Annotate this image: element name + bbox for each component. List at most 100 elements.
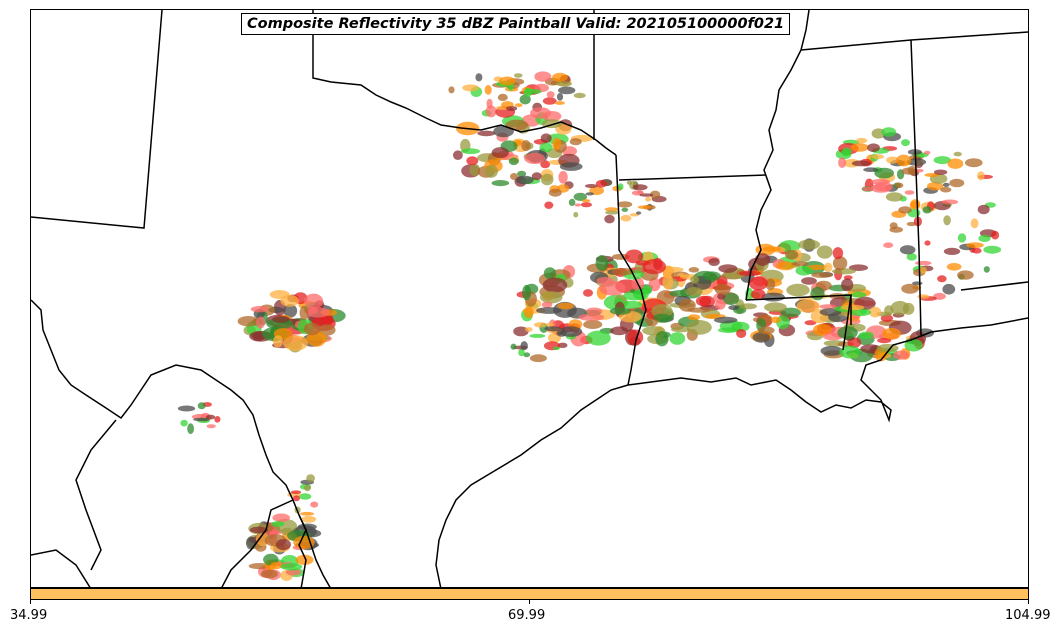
reflectivity-blob <box>461 148 480 155</box>
reflectivity-blob <box>863 167 879 172</box>
reflectivity-blob <box>491 147 509 159</box>
colorbar-tick-max <box>1028 600 1029 604</box>
reflectivity-blob <box>708 258 720 266</box>
reflectivity-blob <box>901 167 916 175</box>
reflectivity-blob <box>536 307 562 314</box>
reflectivity-blob <box>953 151 962 157</box>
reflectivity-blob <box>539 291 563 304</box>
reflectivity-blob <box>569 138 582 146</box>
reflectivity-blob <box>554 101 565 105</box>
reflectivity-blob <box>556 93 564 101</box>
colorbar-label-min: 34.99 <box>10 608 48 623</box>
reflectivity-blob <box>586 330 611 346</box>
reflectivity-blob <box>599 281 626 296</box>
reflectivity-blob <box>475 73 483 82</box>
reflectivity-blob <box>752 332 770 343</box>
reflectivity-blob <box>306 474 315 483</box>
reflectivity-blob <box>832 256 848 271</box>
reflectivity-blob <box>290 490 302 495</box>
reflectivity-blob <box>498 76 516 86</box>
reflectivity-blob <box>978 234 991 242</box>
reflectivity-blob <box>610 326 629 336</box>
reflectivity-blob <box>529 333 546 338</box>
reflectivity-blob <box>796 299 820 313</box>
colorbar-tick-min <box>30 600 31 604</box>
reflectivity-blob <box>786 283 810 297</box>
reflectivity-blob <box>714 299 726 310</box>
reflectivity-blob <box>611 268 635 276</box>
reflectivity-blob <box>966 242 984 249</box>
reflectivity-blob <box>957 270 974 280</box>
reflectivity-blob <box>906 253 917 261</box>
reflectivity-blob <box>484 85 492 95</box>
reflectivity-blob <box>250 306 269 313</box>
reflectivity-blob <box>491 180 510 187</box>
reflectivity-blob <box>991 230 1000 240</box>
reflectivity-blob <box>580 202 593 208</box>
reflectivity-blob <box>249 526 269 534</box>
reflectivity-blob <box>970 218 979 229</box>
reflectivity-blob <box>874 167 894 179</box>
reflectivity-blob <box>497 93 508 101</box>
reflectivity-blob <box>893 350 910 360</box>
reflectivity-blob <box>901 283 919 294</box>
reflectivity-blob <box>540 173 554 186</box>
reflectivity-blob <box>645 196 651 202</box>
reflectivity-blob <box>573 211 579 218</box>
reflectivity-blob <box>513 73 523 78</box>
reflectivity-blob <box>883 242 894 248</box>
reflectivity-paintball-layer <box>177 71 1002 581</box>
reflectivity-blob <box>642 285 652 295</box>
reflectivity-blob <box>297 523 317 531</box>
reflectivity-blob <box>542 277 568 293</box>
reflectivity-blob <box>558 170 568 184</box>
reflectivity-blob <box>977 204 990 215</box>
reflectivity-blob <box>943 215 951 226</box>
reflectivity-blob <box>552 346 560 351</box>
reflectivity-blob <box>791 261 809 267</box>
reflectivity-blob <box>462 84 479 92</box>
reflectivity-blob <box>662 274 674 290</box>
reflectivity-blob <box>819 304 837 310</box>
reflectivity-blob <box>765 278 776 291</box>
reflectivity-blob <box>508 157 519 166</box>
reflectivity-blob <box>513 326 529 337</box>
reflectivity-blob <box>669 332 686 345</box>
reflectivity-blob <box>301 515 317 523</box>
reflectivity-blob <box>557 342 568 348</box>
reflectivity-blob <box>272 513 290 522</box>
reflectivity-blob <box>655 331 669 347</box>
reflectivity-blob <box>534 71 552 82</box>
reflectivity-blob <box>816 245 833 259</box>
reflectivity-blob <box>583 320 603 329</box>
reflectivity-blob <box>621 300 643 309</box>
reflectivity-blob <box>584 184 598 188</box>
reflectivity-blob <box>841 278 854 292</box>
reflectivity-blob <box>943 247 961 255</box>
reflectivity-blob <box>770 316 781 324</box>
reflectivity-blob <box>671 326 691 333</box>
border-ar-north <box>618 174 767 181</box>
reflectivity-blob <box>898 206 912 214</box>
reflectivity-blob <box>780 307 801 318</box>
reflectivity-blob <box>520 341 528 351</box>
reflectivity-blob <box>477 130 496 137</box>
reflectivity-blob <box>469 163 481 176</box>
reflectivity-blob <box>837 326 858 340</box>
reflectivity-blob <box>917 294 930 299</box>
reflectivity-blob <box>877 337 892 344</box>
reflectivity-blob <box>736 329 747 338</box>
reflectivity-blob <box>539 142 553 153</box>
reflectivity-blob <box>514 103 523 108</box>
reflectivity-blob <box>518 348 525 357</box>
reflectivity-blob <box>510 343 517 350</box>
reflectivity-blob <box>919 266 927 274</box>
reflectivity-blob <box>558 86 576 95</box>
reflectivity-blob <box>685 287 703 297</box>
reflectivity-blob <box>867 143 880 152</box>
reflectivity-blob <box>280 563 303 571</box>
reflectivity-blob <box>906 158 927 166</box>
reflectivity-blob <box>540 160 551 169</box>
reflectivity-blob <box>850 143 869 152</box>
coastline-texas <box>435 384 629 587</box>
